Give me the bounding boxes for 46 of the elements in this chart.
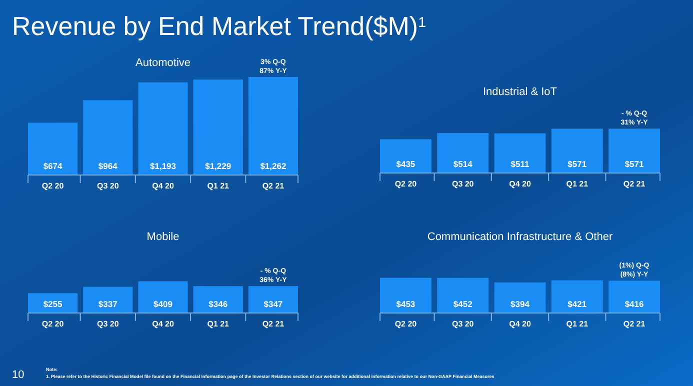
x-tick-label: Q2 21	[262, 320, 285, 329]
data-label: $416	[624, 299, 644, 309]
data-label: $337	[98, 299, 118, 309]
data-label: $514	[453, 159, 473, 169]
data-label: $347	[264, 299, 283, 309]
data-label: $571	[624, 159, 644, 169]
chart-title: Industrial & IoT	[483, 86, 558, 98]
x-tick-label: Q4 20	[509, 320, 532, 329]
text: 10	[12, 369, 24, 381]
chart-title: Automotive	[135, 57, 191, 69]
data-label: $511	[510, 159, 530, 169]
text: Revenue by End Market Trend($M)$^{1}$	[12, 11, 426, 41]
x-tick-label: Q3 20	[97, 320, 120, 329]
data-label: $964	[98, 161, 118, 171]
x-tick-label: Q3 20	[452, 320, 474, 329]
data-label: $409	[154, 299, 173, 309]
x-tick-label: Q1 21	[566, 320, 589, 329]
x-tick-label: Q4 20	[152, 182, 174, 191]
data-label: $421	[568, 299, 587, 309]
data-label: $571	[568, 159, 587, 169]
data-label: $1,262	[260, 161, 286, 171]
data-label: $346	[208, 299, 228, 309]
data-label: $394	[510, 299, 530, 309]
x-tick-label: Q2 21	[623, 320, 646, 329]
data-label: $453	[396, 299, 416, 309]
x-tick-label: Q2 20	[394, 180, 418, 189]
chart-title: Communication Infrastructure & Other	[427, 231, 613, 243]
x-tick-label: Q1 21	[566, 180, 589, 189]
data-label: $452	[453, 299, 473, 309]
x-tick-label: Q4 20	[152, 320, 174, 329]
x-tick-label: Q4 20	[509, 180, 532, 189]
data-label: $255	[43, 299, 63, 309]
x-tick-label: Q2 21	[623, 180, 646, 189]
data-label: $674	[43, 161, 63, 171]
x-tick-label: Q3 20	[97, 182, 120, 191]
x-tick-label: Q2 21	[262, 182, 285, 191]
x-tick-label: Q3 20	[452, 180, 474, 189]
chart-title: Mobile	[146, 231, 180, 243]
x-tick-label: Q2 20	[42, 320, 64, 329]
x-tick-label: Q2 20	[394, 320, 418, 329]
data-label: $1,229	[205, 161, 232, 171]
x-tick-label: Q1 21	[207, 182, 230, 191]
x-tick-label: Q2 20	[42, 182, 64, 191]
x-tick-label: Q1 21	[207, 320, 230, 329]
data-label: $435	[396, 159, 416, 169]
data-label: $1,193	[150, 161, 176, 171]
